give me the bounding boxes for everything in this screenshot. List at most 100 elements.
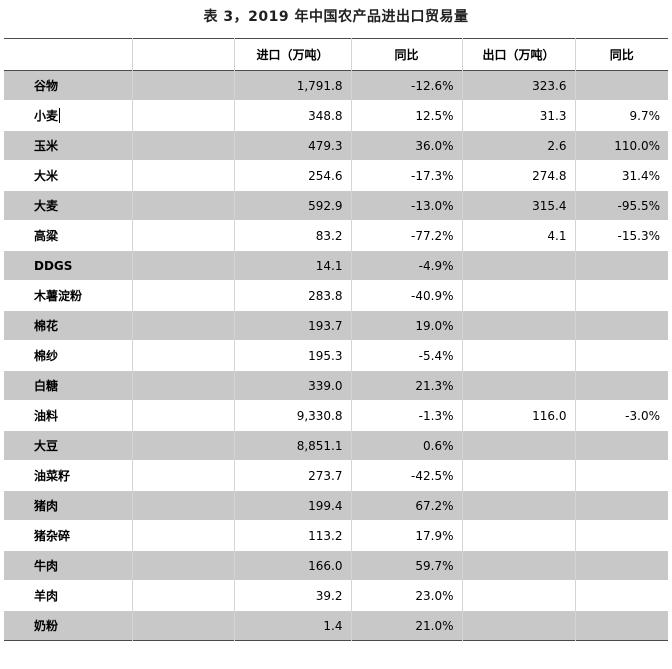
row-export — [462, 550, 576, 581]
row-import: 339.0 — [234, 370, 352, 401]
row-export: 2.6 — [462, 130, 576, 161]
row-name: 大麦 — [4, 190, 133, 221]
table-row: 小麦 348.8 12.5% 31.3 9.7% — [4, 100, 668, 131]
row-import-yoy: 36.0% — [351, 130, 463, 161]
row-name: 猪肉 — [4, 490, 133, 521]
row-blank — [132, 460, 235, 491]
row-name: 棉花 — [4, 310, 133, 341]
row-export-yoy: -15.3% — [617, 228, 660, 243]
row-export: 116.0 — [462, 400, 576, 431]
row-name: 白糖 — [4, 370, 133, 401]
row-blank — [132, 130, 235, 161]
row-import: 8,851.1 — [234, 430, 352, 461]
table-row: 羊肉 39.2 23.0% — [4, 580, 668, 611]
row-name: 大豆 — [4, 430, 133, 461]
row-import: 1,791.8 — [234, 70, 352, 101]
table-row: 木薯淀粉 283.8 -40.9% — [4, 280, 668, 311]
row-export-yoy — [575, 71, 668, 101]
row-import-yoy: -4.9% — [351, 250, 463, 281]
row-import-yoy: -12.6% — [351, 70, 463, 101]
row-import: 348.8 — [234, 100, 352, 131]
header-row: 进口（万吨） 同比 出口（万吨） 同比 — [4, 38, 668, 71]
row-export: 323.6 — [462, 70, 576, 101]
row-export — [462, 490, 576, 521]
row-name: 羊肉 — [4, 580, 133, 611]
header-export-yoy: 同比 — [609, 48, 634, 62]
row-blank — [132, 550, 235, 581]
row-export-yoy — [575, 281, 668, 311]
table-row: 大麦 592.9 -13.0% 315.4 -95.5% — [4, 190, 668, 221]
row-export-yoy — [575, 431, 668, 461]
row-import-yoy: -17.3% — [351, 160, 463, 191]
row-export — [462, 280, 576, 311]
header-import: 进口（万吨） — [234, 38, 352, 71]
row-export-yoy — [575, 371, 668, 401]
row-export-yoy: 110.0% — [614, 138, 660, 153]
row-import-yoy: 21.0% — [351, 610, 463, 641]
row-blank — [132, 340, 235, 371]
row-export-yoy: -95.5% — [617, 198, 660, 213]
row-import: 9,330.8 — [234, 400, 352, 431]
row-import: 273.7 — [234, 460, 352, 491]
row-export — [462, 250, 576, 281]
row-export — [462, 340, 576, 371]
row-import-yoy: -5.4% — [351, 340, 463, 371]
row-import: 592.9 — [234, 190, 352, 221]
row-export — [462, 520, 576, 551]
row-name: 木薯淀粉 — [4, 280, 133, 311]
row-import-yoy: -42.5% — [351, 460, 463, 491]
row-export-yoy — [575, 461, 668, 491]
row-name: DDGS — [4, 250, 133, 281]
row-export — [462, 430, 576, 461]
row-name: 牛肉 — [4, 550, 133, 581]
row-import: 1.4 — [234, 610, 352, 641]
row-blank — [132, 580, 235, 611]
row-export-yoy — [575, 491, 668, 521]
table-row: 大豆 8,851.1 0.6% — [4, 430, 668, 461]
table-title: 表 3，2019 年中国农产品进出口贸易量 — [203, 9, 469, 25]
table-row: 白糖 339.0 21.3% — [4, 370, 668, 401]
row-import: 199.4 — [234, 490, 352, 521]
row-import: 113.2 — [234, 520, 352, 551]
row-import: 166.0 — [234, 550, 352, 581]
row-export: 4.1 — [462, 220, 576, 251]
table-row: 猪肉 199.4 67.2% — [4, 490, 668, 521]
row-import-yoy: 59.7% — [351, 550, 463, 581]
row-name: 奶粉 — [4, 610, 133, 641]
row-export-yoy — [575, 311, 668, 341]
row-import: 39.2 — [234, 580, 352, 611]
row-blank — [132, 250, 235, 281]
row-blank — [132, 100, 235, 131]
row-import: 14.1 — [234, 250, 352, 281]
row-import: 195.3 — [234, 340, 352, 371]
row-blank — [132, 430, 235, 461]
row-import: 254.6 — [234, 160, 352, 191]
row-import-yoy: 67.2% — [351, 490, 463, 521]
row-import: 479.3 — [234, 130, 352, 161]
row-import: 193.7 — [234, 310, 352, 341]
row-blank — [132, 190, 235, 221]
row-export-yoy — [575, 521, 668, 551]
row-name: 玉米 — [4, 130, 133, 161]
row-export: 274.8 — [462, 160, 576, 191]
row-export — [462, 310, 576, 341]
header-blank-1 — [4, 38, 133, 71]
row-name: 小麦 — [4, 100, 133, 131]
table-row: 玉米 479.3 36.0% 2.6 110.0% — [4, 130, 668, 161]
row-name: 油料 — [4, 400, 133, 431]
table-row: 棉花 193.7 19.0% — [4, 310, 668, 341]
row-import-yoy: 0.6% — [351, 430, 463, 461]
text-cursor — [59, 108, 61, 123]
row-export — [462, 580, 576, 611]
row-import-yoy: 23.0% — [351, 580, 463, 611]
row-export-yoy — [575, 251, 668, 281]
row-import-yoy: 21.3% — [351, 370, 463, 401]
table-row: 奶粉 1.4 21.0% — [4, 610, 668, 641]
row-export-yoy: 9.7% — [629, 108, 661, 123]
row-import: 83.2 — [234, 220, 352, 251]
row-blank — [132, 280, 235, 311]
row-import-yoy: -40.9% — [351, 280, 463, 311]
row-export — [462, 610, 576, 641]
row-name: 棉纱 — [4, 340, 133, 371]
header-export: 出口（万吨） — [462, 38, 576, 71]
